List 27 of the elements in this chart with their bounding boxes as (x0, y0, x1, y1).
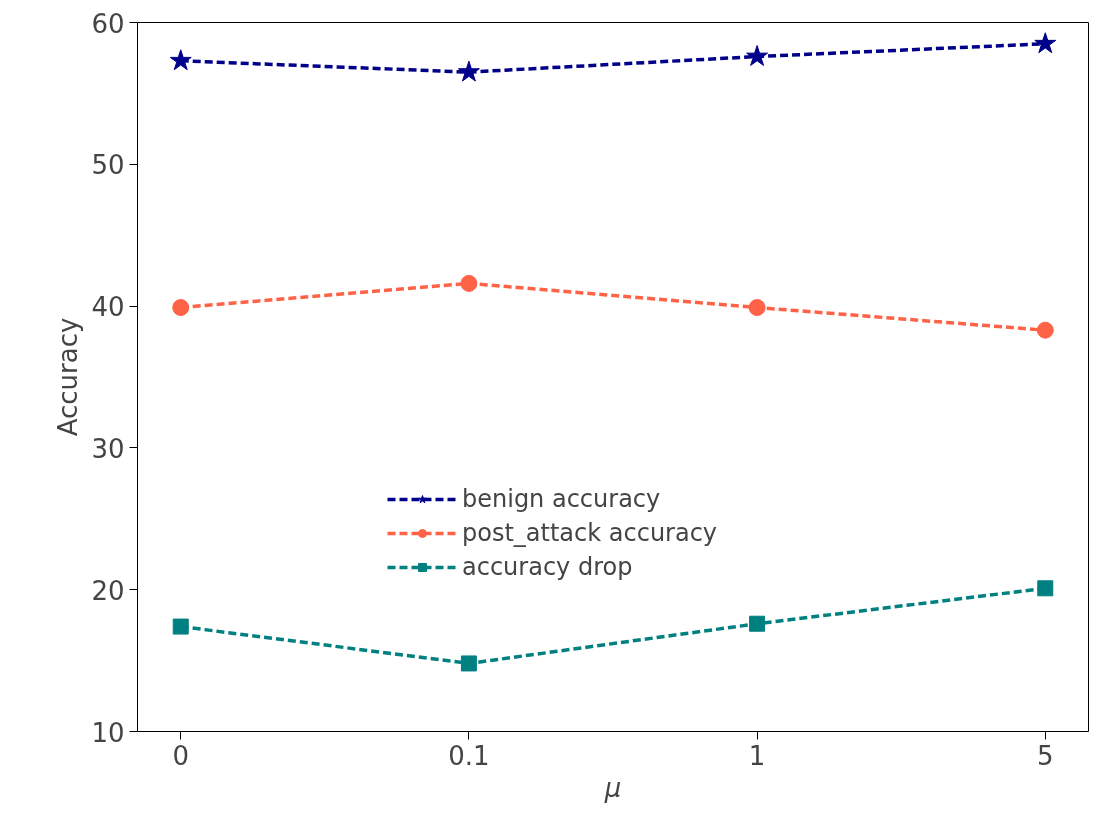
point (169, 49, 192, 71)
point (748, 299, 766, 316)
y-tick-label: 50 (91, 150, 125, 181)
point (172, 618, 189, 635)
point (749, 615, 766, 632)
x-tick-label: 5 (1037, 740, 1054, 771)
x-axis-title: μ (603, 772, 622, 803)
point (457, 60, 480, 82)
x-tick-label: 0.1 (448, 740, 490, 771)
y-tick-label: 20 (91, 575, 125, 606)
point (460, 655, 477, 672)
legend-label: post_attack accuracy (462, 519, 718, 547)
y-tick-label: 40 (91, 292, 125, 323)
point (172, 299, 190, 316)
y-tick-label: 60 (91, 8, 125, 39)
point (746, 45, 769, 66)
y-tick-label: 10 (91, 717, 125, 748)
point (1034, 32, 1057, 54)
x-tick-label: 1 (748, 740, 766, 771)
y-axis-title: Accuracy (53, 317, 84, 437)
legend-label: benign accuracy (462, 485, 661, 513)
point (1036, 321, 1054, 339)
point (1037, 580, 1054, 597)
y-tick-label: 30 (91, 433, 125, 464)
point (460, 274, 478, 292)
legend-label: accuracy drop (462, 553, 633, 581)
x-tick-label: 0 (172, 740, 189, 771)
